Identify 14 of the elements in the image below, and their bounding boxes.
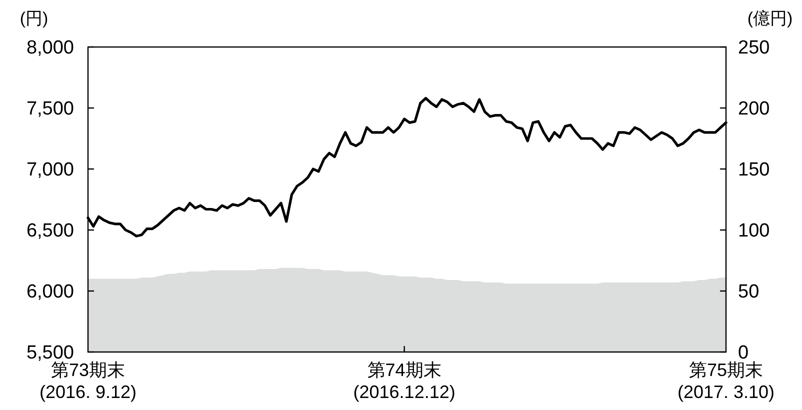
y2-tick-label: 250	[738, 38, 770, 59]
x-tick-label: 第74期末 (2016.12.12)	[353, 360, 456, 402]
y-axis-title: (円)	[20, 9, 48, 28]
y-tick-label: 6,500	[26, 220, 74, 242]
y-tick-label: 6,000	[26, 282, 74, 303]
y2-tick-label: 50	[738, 282, 760, 303]
y2-tick-label: 200	[738, 98, 770, 120]
y2-tick-label: 150	[738, 160, 770, 181]
y-tick-label: 7,500	[26, 98, 74, 120]
y2-axis-title: (億円)	[747, 9, 793, 28]
x-tick-label: 第73期末 (2016. 9.12)	[39, 360, 137, 402]
y-tick-label: 7,000	[26, 160, 74, 181]
y-tick-label: 8,000	[26, 38, 74, 59]
y2-tick-label: 100	[738, 220, 770, 242]
